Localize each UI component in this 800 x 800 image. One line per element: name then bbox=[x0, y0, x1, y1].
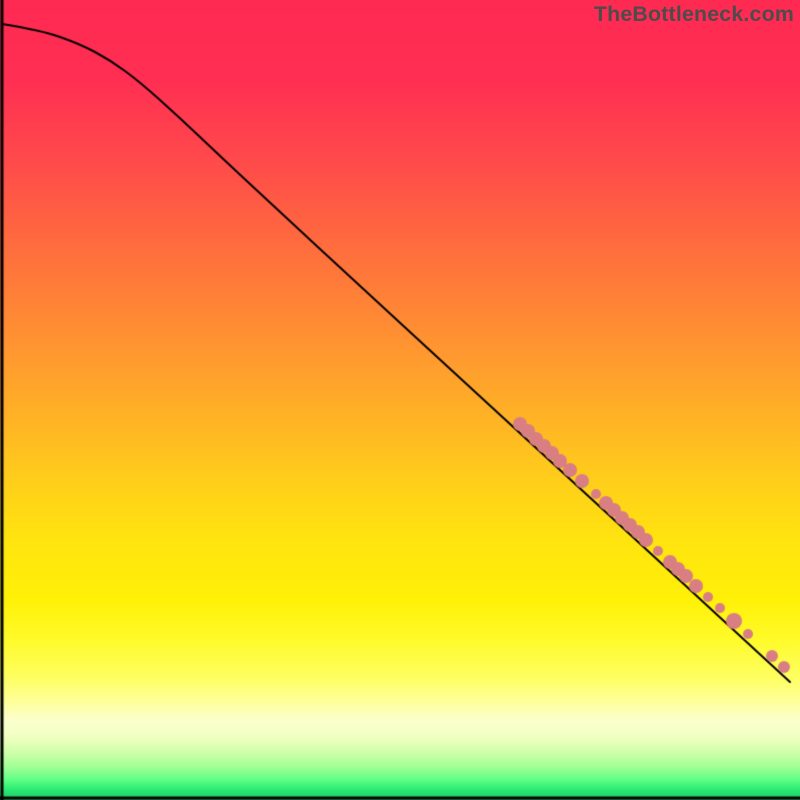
chart-overlay bbox=[0, 0, 800, 800]
chart-container: TheBottleneck.com bbox=[0, 0, 800, 800]
